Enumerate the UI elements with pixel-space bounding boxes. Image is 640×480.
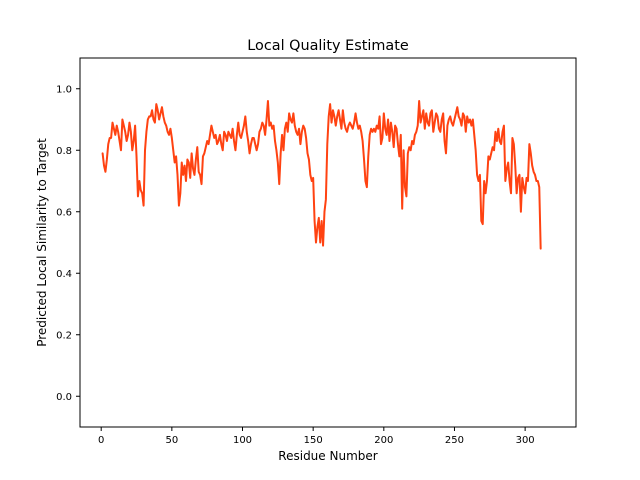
y-tick-label: 0.6 bbox=[56, 207, 72, 218]
x-axis-label: Residue Number bbox=[278, 449, 377, 463]
x-tick-label: 250 bbox=[445, 435, 464, 446]
y-tick-label: 0.2 bbox=[56, 330, 72, 341]
x-tick-label: 50 bbox=[165, 435, 178, 446]
y-tick-label: 0.0 bbox=[56, 392, 72, 403]
chart-title: Local Quality Estimate bbox=[247, 38, 409, 54]
series-line bbox=[101, 100, 542, 250]
x-axis: 0 50 100 150 200 250 300 bbox=[98, 427, 535, 446]
y-axis-label: Predicted Local Similarity to Target bbox=[35, 138, 49, 347]
x-tick-label: 150 bbox=[304, 435, 323, 446]
y-tick-label: 1.0 bbox=[56, 84, 72, 95]
plot-area bbox=[101, 100, 542, 250]
y-tick-label: 0.8 bbox=[56, 146, 72, 157]
y-axis: 0.0 0.2 0.4 0.6 0.8 1.0 bbox=[56, 84, 80, 403]
x-tick-label: 200 bbox=[374, 435, 393, 446]
y-tick-label: 0.4 bbox=[56, 269, 72, 280]
x-tick-label: 300 bbox=[516, 435, 535, 446]
x-tick-label: 0 bbox=[98, 435, 104, 446]
axes-frame bbox=[79, 57, 577, 428]
x-tick-label: 100 bbox=[233, 435, 252, 446]
